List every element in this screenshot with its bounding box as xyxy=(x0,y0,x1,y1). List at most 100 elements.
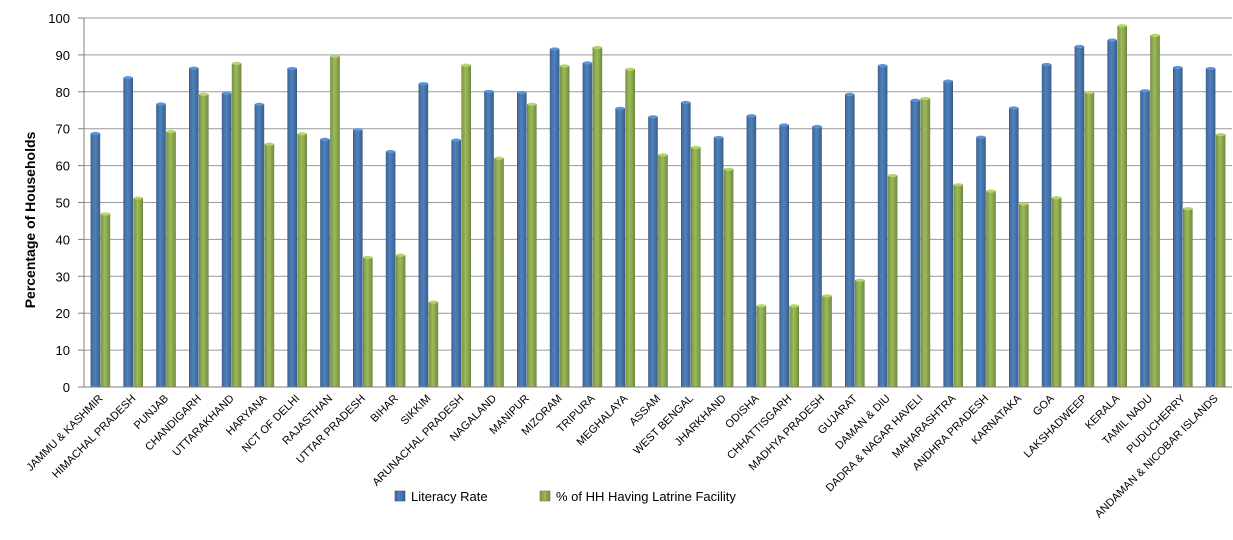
bar-cap xyxy=(90,131,100,136)
bar-cap xyxy=(560,64,570,68)
bar-cap xyxy=(100,212,110,216)
bar-cap xyxy=(1019,202,1029,206)
bar-literacy xyxy=(1107,39,1117,388)
bar-cap xyxy=(658,153,668,157)
bar-cap xyxy=(1042,62,1052,67)
bar-latrine xyxy=(1084,92,1095,388)
bar-latrine xyxy=(199,94,209,388)
bar-literacy xyxy=(451,139,462,388)
y-tick-label: 80 xyxy=(56,85,70,100)
bar-cap xyxy=(550,47,560,51)
bar-cap xyxy=(1074,44,1084,49)
x-tick-label: WEST BENGAL xyxy=(631,393,696,458)
bar-latrine xyxy=(231,63,242,388)
bar-cap xyxy=(779,123,789,127)
bar-latrine xyxy=(526,104,537,388)
bars xyxy=(90,24,1226,388)
bar-latrine xyxy=(133,197,143,388)
bar-latrine xyxy=(1150,35,1160,388)
bar-literacy xyxy=(877,65,888,388)
x-tick-label: ANDAMAN & NICOBAR ISLANDS xyxy=(1093,393,1221,521)
bar-literacy xyxy=(320,139,330,388)
y-tick-label: 70 xyxy=(56,122,70,137)
bar-cap xyxy=(691,145,701,150)
bar-cap xyxy=(724,167,734,171)
bar-cap xyxy=(428,300,438,304)
bar-cap xyxy=(330,54,340,58)
bar-cap xyxy=(920,96,930,101)
bar-literacy xyxy=(779,124,790,388)
bar-cap xyxy=(1183,207,1193,211)
y-tick-label: 0 xyxy=(63,380,70,395)
bar-cap xyxy=(582,61,592,65)
bar-cap xyxy=(527,102,537,106)
bar-latrine xyxy=(330,56,340,388)
legend-swatch xyxy=(394,490,406,502)
bar-cap xyxy=(1084,90,1094,95)
bar-latrine xyxy=(789,305,800,388)
bar-cap xyxy=(517,90,527,95)
bar-literacy xyxy=(1140,90,1150,388)
bar-cap xyxy=(353,128,363,132)
bar-latrine xyxy=(100,213,111,388)
y-tick-label: 10 xyxy=(56,343,70,358)
bar-cap xyxy=(123,76,133,80)
bar-latrine xyxy=(1215,134,1226,388)
bar-cap xyxy=(451,138,461,142)
bar-latrine xyxy=(1018,203,1029,388)
bar-cap xyxy=(320,137,330,142)
x-tick-label: GOA xyxy=(1031,392,1057,418)
bar-latrine xyxy=(625,68,636,388)
bar-latrine xyxy=(592,47,603,388)
bar-literacy xyxy=(844,94,855,388)
y-tick-label: 40 xyxy=(56,232,70,247)
legend-label: Literacy Rate xyxy=(411,489,488,504)
bar-literacy xyxy=(648,116,658,388)
y-tick-label: 90 xyxy=(56,48,70,63)
y-axis-ticks: 0 10 20 30 40 50 60 70 80 90 100 xyxy=(48,11,84,395)
bar-latrine xyxy=(166,131,176,388)
bar-latrine xyxy=(461,64,472,388)
x-tick-label: PUDUCHERRY xyxy=(1125,392,1189,456)
bar-latrine xyxy=(428,301,439,388)
bar-cap xyxy=(386,149,396,154)
bar-cap xyxy=(461,63,471,67)
bar-literacy xyxy=(812,126,822,388)
bar-cap xyxy=(888,173,898,178)
bar-latrine xyxy=(756,305,767,388)
bar-cap xyxy=(855,278,865,282)
bar-cap xyxy=(953,183,963,187)
bar-cap xyxy=(232,61,242,65)
bar-literacy xyxy=(484,91,494,388)
bar-cap xyxy=(1150,33,1160,37)
bar-latrine xyxy=(494,157,504,388)
bar-literacy xyxy=(90,133,101,388)
bar-cap xyxy=(943,79,953,83)
bar-latrine xyxy=(362,257,373,388)
bar-latrine xyxy=(854,280,865,388)
legend-swatch xyxy=(539,490,551,502)
bar-cap xyxy=(494,156,504,160)
bar-cap xyxy=(845,92,855,96)
bar-latrine xyxy=(264,143,275,388)
bar-literacy xyxy=(385,151,396,388)
bar-cap xyxy=(910,98,920,102)
bar-cap xyxy=(789,304,799,308)
bar-literacy xyxy=(156,103,166,388)
bar-literacy xyxy=(549,48,560,388)
bar-cap xyxy=(1216,133,1226,137)
bar-latrine xyxy=(559,65,570,388)
bar-literacy xyxy=(746,115,757,388)
y-tick-label: 60 xyxy=(56,159,70,174)
bar-latrine xyxy=(920,98,931,388)
x-tick-label: BIHAR xyxy=(368,393,400,425)
bar-cap xyxy=(133,196,143,200)
bar-latrine xyxy=(395,254,406,388)
bar-cap xyxy=(264,142,274,146)
y-tick-label: 100 xyxy=(48,11,70,26)
bar-latrine xyxy=(953,184,964,388)
bar-latrine xyxy=(1183,208,1193,388)
bar-cap xyxy=(615,106,625,111)
y-tick-label: 20 xyxy=(56,306,70,321)
bar-literacy xyxy=(221,92,232,388)
